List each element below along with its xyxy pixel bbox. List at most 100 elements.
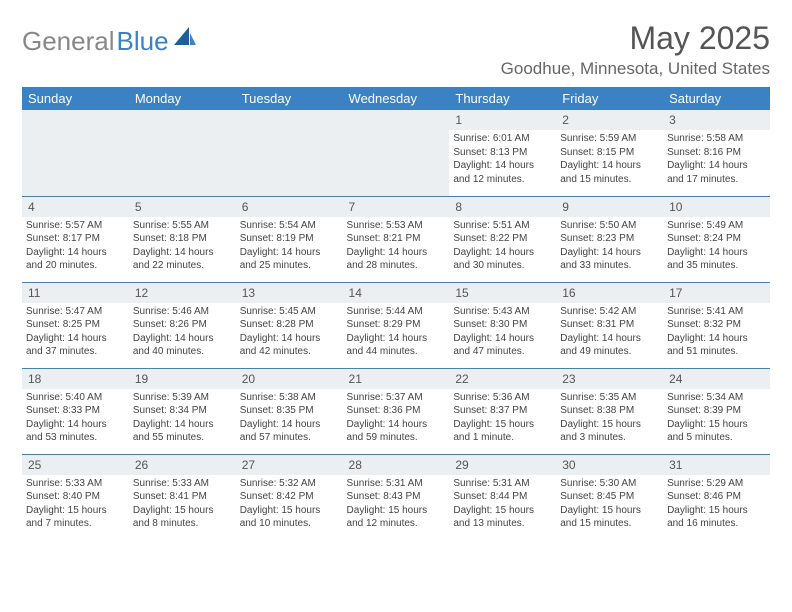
calendar-cell: 22Sunrise: 5:36 AMSunset: 8:37 PMDayligh… xyxy=(449,368,556,454)
sunset-text: Sunset: 8:13 PM xyxy=(453,146,552,160)
day-number: 19 xyxy=(129,369,236,389)
sunset-text: Sunset: 8:16 PM xyxy=(667,146,766,160)
sunrise-text: Sunrise: 5:54 AM xyxy=(240,219,339,233)
day-number: 21 xyxy=(343,369,450,389)
daylight-text: Daylight: 14 hours xyxy=(667,159,766,173)
daylight-text: Daylight: 14 hours xyxy=(133,246,232,260)
calendar-cell: 17Sunrise: 5:41 AMSunset: 8:32 PMDayligh… xyxy=(663,282,770,368)
sunrise-text: Sunrise: 5:50 AM xyxy=(560,219,659,233)
sunset-text: Sunset: 8:41 PM xyxy=(133,490,232,504)
sunrise-text: Sunrise: 5:41 AM xyxy=(667,305,766,319)
daylight-text: and 51 minutes. xyxy=(667,345,766,359)
sunset-text: Sunset: 8:18 PM xyxy=(133,232,232,246)
brand-text-blue: Blue xyxy=(117,26,169,57)
sunset-text: Sunset: 8:43 PM xyxy=(347,490,446,504)
calendar-cell: 16Sunrise: 5:42 AMSunset: 8:31 PMDayligh… xyxy=(556,282,663,368)
sunrise-text: Sunrise: 5:46 AM xyxy=(133,305,232,319)
sunrise-text: Sunrise: 5:36 AM xyxy=(453,391,552,405)
daylight-text: and 15 minutes. xyxy=(560,173,659,187)
sunset-text: Sunset: 8:29 PM xyxy=(347,318,446,332)
sunrise-text: Sunrise: 5:38 AM xyxy=(240,391,339,405)
daylight-text: and 53 minutes. xyxy=(26,431,125,445)
daylight-text: and 47 minutes. xyxy=(453,345,552,359)
sunrise-text: Sunrise: 5:30 AM xyxy=(560,477,659,491)
daylight-text: Daylight: 14 hours xyxy=(560,332,659,346)
daylight-text: Daylight: 15 hours xyxy=(347,504,446,518)
calendar-cell: 3Sunrise: 5:58 AMSunset: 8:16 PMDaylight… xyxy=(663,110,770,196)
calendar-cell: 23Sunrise: 5:35 AMSunset: 8:38 PMDayligh… xyxy=(556,368,663,454)
calendar-cell: 11Sunrise: 5:47 AMSunset: 8:25 PMDayligh… xyxy=(22,282,129,368)
day-number: 3 xyxy=(663,110,770,130)
day-number: 25 xyxy=(22,455,129,475)
daylight-text: and 20 minutes. xyxy=(26,259,125,273)
day-number: 10 xyxy=(663,197,770,217)
sunset-text: Sunset: 8:22 PM xyxy=(453,232,552,246)
header: General Blue May 2025 Goodhue, Minnesota… xyxy=(22,20,770,79)
daylight-text: Daylight: 14 hours xyxy=(133,332,232,346)
sunset-text: Sunset: 8:28 PM xyxy=(240,318,339,332)
calendar-cell: 21Sunrise: 5:37 AMSunset: 8:36 PMDayligh… xyxy=(343,368,450,454)
day-number: 26 xyxy=(129,455,236,475)
daylight-text: and 16 minutes. xyxy=(667,517,766,531)
sunset-text: Sunset: 8:42 PM xyxy=(240,490,339,504)
sunrise-text: Sunrise: 5:31 AM xyxy=(347,477,446,491)
daylight-text: and 3 minutes. xyxy=(560,431,659,445)
day-number: 6 xyxy=(236,197,343,217)
calendar-cell: 10Sunrise: 5:49 AMSunset: 8:24 PMDayligh… xyxy=(663,196,770,282)
day-number: 22 xyxy=(449,369,556,389)
sunset-text: Sunset: 8:26 PM xyxy=(133,318,232,332)
brand-logo: General Blue xyxy=(22,26,196,57)
sunrise-text: Sunrise: 5:43 AM xyxy=(453,305,552,319)
calendar-cell: 28Sunrise: 5:31 AMSunset: 8:43 PMDayligh… xyxy=(343,454,450,540)
calendar-cell: 20Sunrise: 5:38 AMSunset: 8:35 PMDayligh… xyxy=(236,368,343,454)
daylight-text: Daylight: 14 hours xyxy=(240,418,339,432)
day-number: 23 xyxy=(556,369,663,389)
daylight-text: Daylight: 14 hours xyxy=(560,159,659,173)
sunrise-text: Sunrise: 5:35 AM xyxy=(560,391,659,405)
daylight-text: Daylight: 14 hours xyxy=(453,246,552,260)
day-number: 20 xyxy=(236,369,343,389)
calendar-cell xyxy=(343,110,450,196)
daylight-text: Daylight: 14 hours xyxy=(347,418,446,432)
calendar-cell: 9Sunrise: 5:50 AMSunset: 8:23 PMDaylight… xyxy=(556,196,663,282)
daylight-text: and 42 minutes. xyxy=(240,345,339,359)
sunrise-text: Sunrise: 5:32 AM xyxy=(240,477,339,491)
daylight-text: and 49 minutes. xyxy=(560,345,659,359)
sunset-text: Sunset: 8:19 PM xyxy=(240,232,339,246)
daylight-text: Daylight: 14 hours xyxy=(667,246,766,260)
sunrise-text: Sunrise: 5:53 AM xyxy=(347,219,446,233)
weekday-header: Tuesday xyxy=(236,87,343,110)
day-number: 12 xyxy=(129,283,236,303)
daylight-text: Daylight: 15 hours xyxy=(133,504,232,518)
day-number xyxy=(343,110,450,130)
calendar-cell: 2Sunrise: 5:59 AMSunset: 8:15 PMDaylight… xyxy=(556,110,663,196)
daylight-text: Daylight: 14 hours xyxy=(133,418,232,432)
sunrise-text: Sunrise: 5:33 AM xyxy=(133,477,232,491)
sunrise-text: Sunrise: 5:29 AM xyxy=(667,477,766,491)
sail-icon xyxy=(174,27,196,52)
calendar-cell: 13Sunrise: 5:45 AMSunset: 8:28 PMDayligh… xyxy=(236,282,343,368)
daylight-text: and 22 minutes. xyxy=(133,259,232,273)
calendar-cell: 27Sunrise: 5:32 AMSunset: 8:42 PMDayligh… xyxy=(236,454,343,540)
sunrise-text: Sunrise: 5:40 AM xyxy=(26,391,125,405)
day-number: 30 xyxy=(556,455,663,475)
calendar-cell: 24Sunrise: 5:34 AMSunset: 8:39 PMDayligh… xyxy=(663,368,770,454)
sunset-text: Sunset: 8:24 PM xyxy=(667,232,766,246)
daylight-text: Daylight: 15 hours xyxy=(667,418,766,432)
sunset-text: Sunset: 8:23 PM xyxy=(560,232,659,246)
daylight-text: Daylight: 14 hours xyxy=(26,332,125,346)
daylight-text: and 44 minutes. xyxy=(347,345,446,359)
day-number: 13 xyxy=(236,283,343,303)
daylight-text: and 55 minutes. xyxy=(133,431,232,445)
daylight-text: and 12 minutes. xyxy=(347,517,446,531)
calendar-cell: 15Sunrise: 5:43 AMSunset: 8:30 PMDayligh… xyxy=(449,282,556,368)
calendar-cell: 6Sunrise: 5:54 AMSunset: 8:19 PMDaylight… xyxy=(236,196,343,282)
calendar-cell: 29Sunrise: 5:31 AMSunset: 8:44 PMDayligh… xyxy=(449,454,556,540)
sunset-text: Sunset: 8:37 PM xyxy=(453,404,552,418)
sunrise-text: Sunrise: 5:51 AM xyxy=(453,219,552,233)
calendar-cell: 7Sunrise: 5:53 AMSunset: 8:21 PMDaylight… xyxy=(343,196,450,282)
day-number: 16 xyxy=(556,283,663,303)
sunrise-text: Sunrise: 5:33 AM xyxy=(26,477,125,491)
daylight-text: and 37 minutes. xyxy=(26,345,125,359)
sunset-text: Sunset: 8:32 PM xyxy=(667,318,766,332)
